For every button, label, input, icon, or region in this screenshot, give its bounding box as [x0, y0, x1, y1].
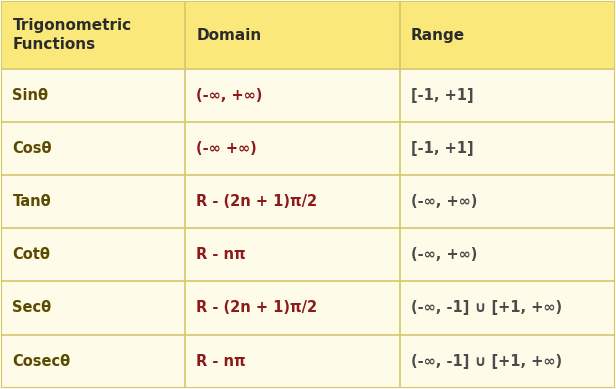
Text: R - (2n + 1)π/2: R - (2n + 1)π/2 [197, 300, 317, 315]
Text: Range: Range [411, 28, 465, 43]
Text: Cosecθ: Cosecθ [12, 354, 71, 368]
Text: Domain: Domain [197, 28, 262, 43]
Text: Cotθ: Cotθ [12, 247, 51, 262]
Text: Secθ: Secθ [12, 300, 52, 315]
Bar [1, 281, 615, 335]
Bar [1, 69, 615, 122]
Text: (-∞, -1] ∪ [+1, +∞): (-∞, -1] ∪ [+1, +∞) [411, 354, 562, 368]
Bar [1, 122, 615, 175]
Text: R - nπ: R - nπ [197, 247, 246, 262]
Text: [-1, +1]: [-1, +1] [411, 88, 474, 103]
Text: (-∞ +∞): (-∞ +∞) [197, 141, 257, 156]
Text: Trigonometric
Functions: Trigonometric Functions [12, 18, 132, 52]
Text: (-∞, +∞): (-∞, +∞) [411, 247, 477, 262]
Bar [1, 228, 615, 281]
Text: R - nπ: R - nπ [197, 354, 246, 368]
Text: Sinθ: Sinθ [12, 88, 49, 103]
Bar [1, 175, 615, 228]
Text: (-∞, -1] ∪ [+1, +∞): (-∞, -1] ∪ [+1, +∞) [411, 300, 562, 315]
Text: (-∞, +∞): (-∞, +∞) [411, 194, 477, 209]
Text: [-1, +1]: [-1, +1] [411, 141, 474, 156]
Text: Cosθ: Cosθ [12, 141, 52, 156]
Text: Tanθ: Tanθ [12, 194, 51, 209]
Text: R - (2n + 1)π/2: R - (2n + 1)π/2 [197, 194, 317, 209]
Text: (-∞, +∞): (-∞, +∞) [197, 88, 263, 103]
Bar [1, 335, 615, 387]
Bar [1, 2, 615, 69]
